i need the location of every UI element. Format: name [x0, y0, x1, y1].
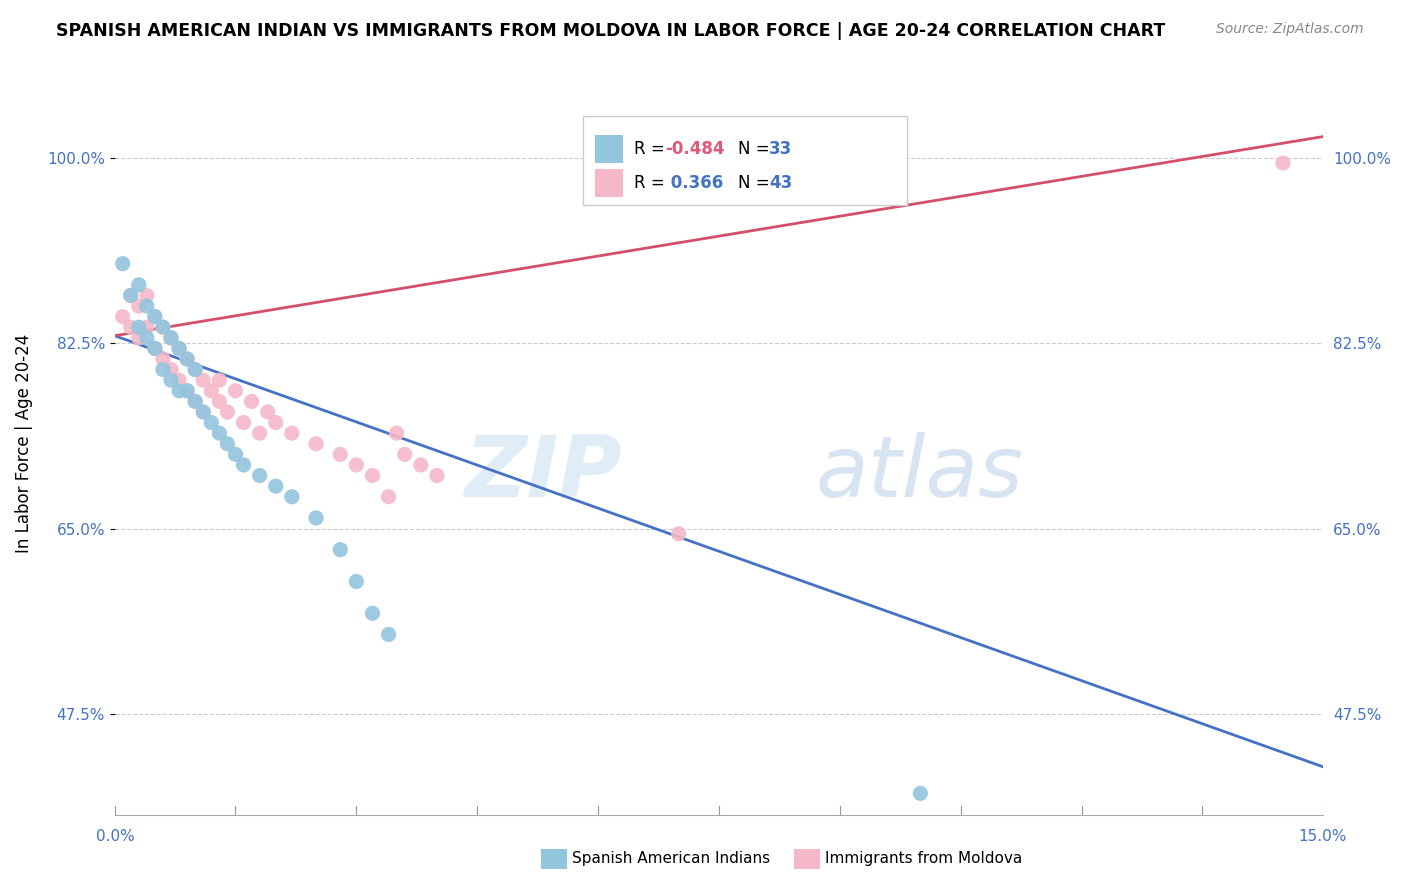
Point [217, 405, 239, 419]
Point [329, 542, 352, 557]
Point [152, 320, 174, 334]
Point [128, 277, 150, 292]
Point [184, 394, 207, 409]
Point [232, 416, 254, 430]
Point [152, 362, 174, 376]
Point [167, 373, 190, 387]
Point [224, 447, 246, 461]
Text: 43: 43 [769, 174, 793, 192]
Point [167, 342, 190, 356]
Point [143, 342, 166, 356]
Point [224, 384, 246, 398]
Point [668, 526, 690, 541]
Text: R =: R = [634, 174, 671, 192]
Point [160, 373, 183, 387]
Point [240, 394, 263, 409]
Text: Immigrants from Moldova: Immigrants from Moldova [825, 851, 1022, 865]
Point [128, 331, 150, 345]
Point [184, 394, 207, 409]
Point [344, 574, 367, 589]
Point [394, 447, 416, 461]
Point [281, 426, 304, 441]
Point [208, 426, 231, 441]
Point [208, 373, 231, 387]
Text: 33: 33 [769, 140, 793, 158]
Point [910, 786, 932, 800]
Point [264, 416, 287, 430]
Point [111, 257, 134, 271]
Point [193, 373, 215, 387]
Point [111, 310, 134, 324]
Point [305, 437, 328, 451]
Point [232, 458, 254, 472]
Point [200, 416, 222, 430]
Point [193, 405, 215, 419]
Point [176, 384, 198, 398]
Point [361, 468, 384, 483]
Point [217, 437, 239, 451]
Point [143, 310, 166, 324]
Point [361, 607, 384, 621]
Point [160, 362, 183, 376]
Point [377, 627, 399, 641]
Text: Source: ZipAtlas.com: Source: ZipAtlas.com [1216, 22, 1364, 37]
Point [281, 490, 304, 504]
Point [120, 288, 142, 302]
Text: N =: N = [738, 174, 775, 192]
Point [200, 384, 222, 398]
Point [305, 511, 328, 525]
Point [329, 447, 352, 461]
Text: Spanish American Indians: Spanish American Indians [572, 851, 770, 865]
Point [264, 479, 287, 493]
Point [152, 320, 174, 334]
Point [377, 490, 399, 504]
Text: 15.0%: 15.0% [1299, 830, 1347, 844]
Point [167, 342, 190, 356]
Y-axis label: In Labor Force | Age 20-24: In Labor Force | Age 20-24 [15, 334, 32, 553]
Point [135, 288, 157, 302]
Point [184, 362, 207, 376]
Point [426, 468, 449, 483]
Point [208, 394, 231, 409]
Point [249, 468, 271, 483]
Point [135, 331, 157, 345]
Text: 0.366: 0.366 [665, 174, 723, 192]
Point [1272, 156, 1295, 170]
Point [128, 299, 150, 313]
Point [167, 384, 190, 398]
Point [120, 320, 142, 334]
Point [176, 351, 198, 366]
Point [184, 362, 207, 376]
Text: ZIP: ZIP [464, 432, 623, 515]
Point [120, 288, 142, 302]
Point [143, 342, 166, 356]
Text: -0.484: -0.484 [665, 140, 724, 158]
Text: atlas: atlas [815, 432, 1024, 515]
Point [385, 426, 408, 441]
Point [176, 384, 198, 398]
Point [249, 426, 271, 441]
Point [409, 458, 432, 472]
Text: 0.0%: 0.0% [96, 830, 135, 844]
Point [193, 405, 215, 419]
Point [143, 310, 166, 324]
Text: N =: N = [738, 140, 775, 158]
Point [152, 351, 174, 366]
Point [256, 405, 278, 419]
Point [160, 331, 183, 345]
Point [128, 320, 150, 334]
Point [135, 299, 157, 313]
Point [135, 320, 157, 334]
Point [344, 458, 367, 472]
Point [176, 351, 198, 366]
Text: R =: R = [634, 140, 671, 158]
Text: SPANISH AMERICAN INDIAN VS IMMIGRANTS FROM MOLDOVA IN LABOR FORCE | AGE 20-24 CO: SPANISH AMERICAN INDIAN VS IMMIGRANTS FR… [56, 22, 1166, 40]
Point [160, 331, 183, 345]
